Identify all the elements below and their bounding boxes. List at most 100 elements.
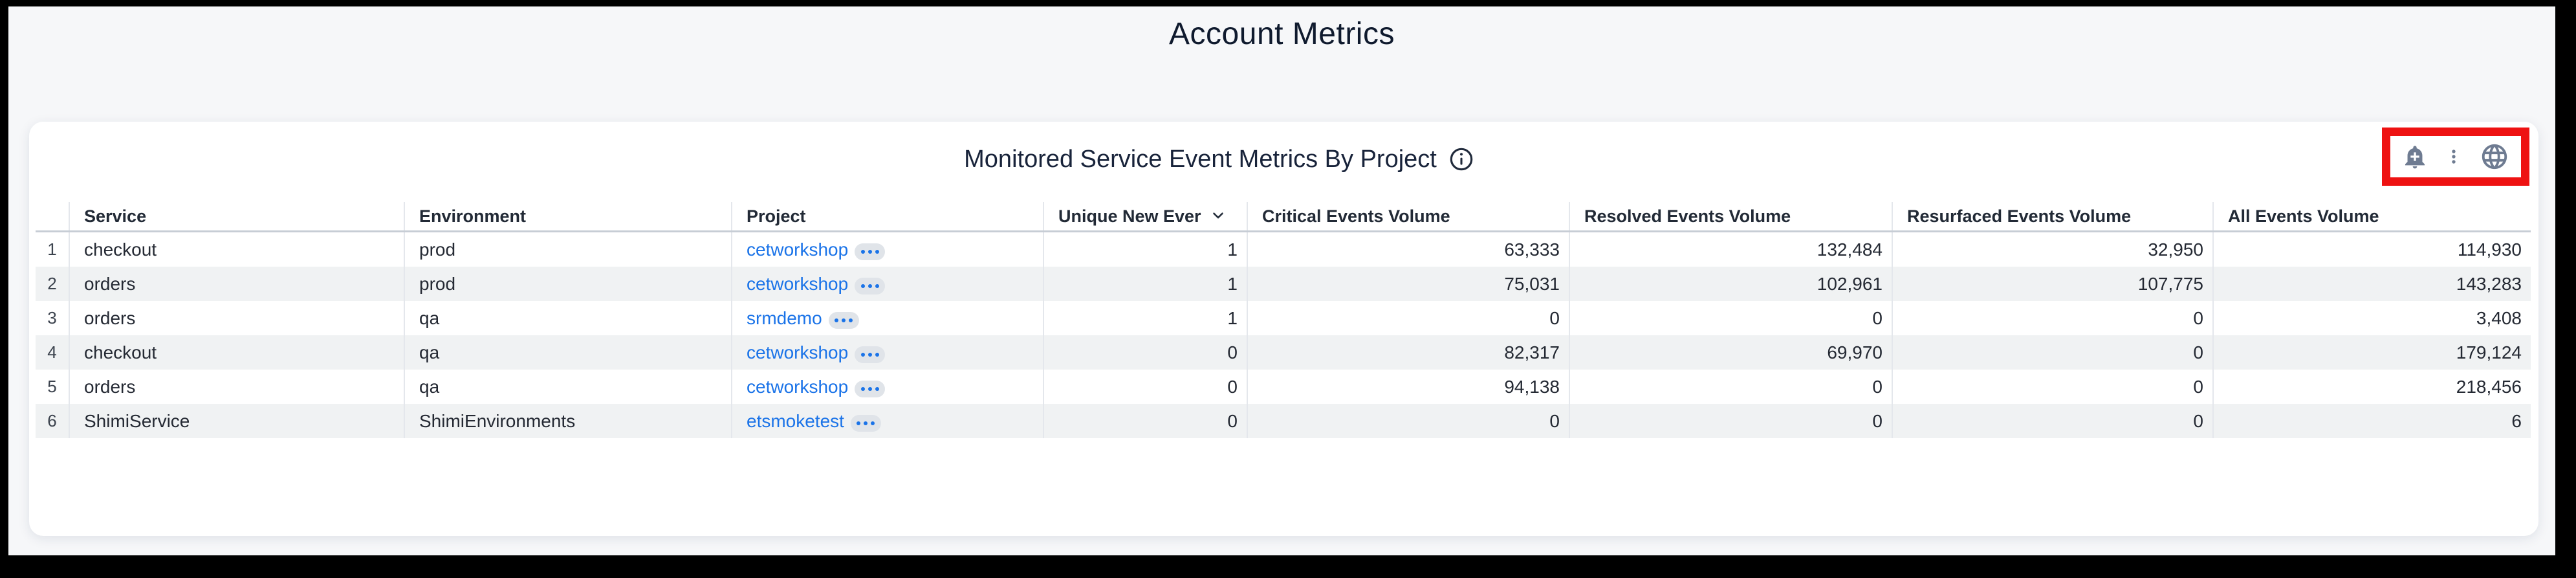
cell-unique: 1 xyxy=(1043,267,1247,301)
kebab-menu-icon[interactable] xyxy=(2443,146,2464,167)
cell-project: cetworkshop xyxy=(731,370,1043,404)
cell-critical: 94,138 xyxy=(1247,370,1569,404)
pill-dot xyxy=(860,386,865,391)
pill-dot xyxy=(871,421,875,425)
column-header-row-number xyxy=(36,202,69,232)
column-header-critical[interactable]: Critical Events Volume xyxy=(1247,202,1569,232)
cell-project: cetworkshop xyxy=(731,335,1043,370)
dashboard-page: Account Metrics Monitored Service Event … xyxy=(8,6,2555,555)
cell-resolved: 102,961 xyxy=(1569,267,1892,301)
column-header-all[interactable]: All Events Volume xyxy=(2212,202,2531,232)
row-number-cell: 2 xyxy=(47,274,57,293)
cell-service: checkout xyxy=(69,335,404,370)
cell-resurfaced: 0 xyxy=(1892,370,2213,404)
cell-critical: 75,031 xyxy=(1247,267,1569,301)
cell-critical: 0 xyxy=(1247,301,1569,335)
pill-dot xyxy=(868,352,872,357)
row-number-cell: 1 xyxy=(47,239,57,259)
panel-title: Monitored Service Event Metrics By Proje… xyxy=(964,145,1437,173)
panel-card: Monitored Service Event Metrics By Proje… xyxy=(29,122,2538,536)
pill-dot xyxy=(864,421,868,425)
table-row: 3 orders qa srmdemo 1 0 0 0 3,408 xyxy=(36,301,2531,335)
cell-unique: 1 xyxy=(1043,231,1247,267)
cell-critical: 82,317 xyxy=(1247,335,1569,370)
cell-resolved: 69,970 xyxy=(1569,335,1892,370)
pill-dot xyxy=(860,249,865,254)
info-icon[interactable] xyxy=(1448,146,1474,172)
cell-all: 218,456 xyxy=(2212,370,2531,404)
cell-all: 143,283 xyxy=(2212,267,2531,301)
cell-service: orders xyxy=(69,301,404,335)
row-number-cell: 3 xyxy=(47,308,57,328)
cell-environment: prod xyxy=(404,267,732,301)
cell-all: 6 xyxy=(2212,404,2531,438)
pill-dot xyxy=(875,249,879,254)
globe-icon[interactable] xyxy=(2480,142,2509,172)
pill-dot xyxy=(868,283,872,288)
column-header-unique[interactable]: Unique New Ever xyxy=(1043,202,1247,232)
column-header-service[interactable]: Service xyxy=(69,202,404,232)
pill-dot xyxy=(857,421,861,425)
project-link[interactable]: cetworkshop xyxy=(747,273,849,294)
cell-resolved: 132,484 xyxy=(1569,231,1892,267)
pill-dot xyxy=(849,318,853,322)
cell-project: srmdemo xyxy=(731,301,1043,335)
cell-all: 179,124 xyxy=(2212,335,2531,370)
row-number-cell: 6 xyxy=(47,411,57,430)
cell-resolved: 0 xyxy=(1569,370,1892,404)
panel-header: Monitored Service Event Metrics By Proje… xyxy=(29,139,2409,180)
project-link[interactable]: cetworkshop xyxy=(747,342,849,362)
cell-all: 3,408 xyxy=(2212,301,2531,335)
project-more-actions-pill[interactable] xyxy=(855,346,886,363)
cell-service: checkout xyxy=(69,231,404,267)
pill-dot xyxy=(868,249,872,254)
cell-environment: qa xyxy=(404,370,732,404)
table-row: 1 checkout prod cetworkshop 1 63,333 132,484 32… xyxy=(36,231,2531,267)
project-more-actions-pill[interactable] xyxy=(850,414,881,432)
metrics-table: Service Environment Project Unique New Ever… xyxy=(36,202,2531,438)
cell-critical: 0 xyxy=(1247,404,1569,438)
column-header-resurfaced[interactable]: Resurfaced Events Volume xyxy=(1892,202,2213,232)
project-more-actions-pill[interactable] xyxy=(855,243,886,260)
cell-environment: qa xyxy=(404,335,732,370)
row-number-cell: 4 xyxy=(47,342,57,362)
cell-service: orders xyxy=(69,267,404,301)
row-number-cell: 5 xyxy=(47,377,57,396)
cell-unique: 0 xyxy=(1043,370,1247,404)
cell-unique: 0 xyxy=(1043,404,1247,438)
table-row: 2 orders prod cetworkshop 1 75,031 102,961 107,… xyxy=(36,267,2531,301)
cell-unique: 0 xyxy=(1043,335,1247,370)
cell-project: etsmoketest xyxy=(731,404,1043,438)
cell-all: 114,930 xyxy=(2212,231,2531,267)
project-more-actions-pill[interactable] xyxy=(828,311,859,329)
add-alert-icon[interactable] xyxy=(2402,144,2428,170)
pill-dot xyxy=(835,318,839,322)
column-header-project[interactable]: Project xyxy=(731,202,1043,232)
sort-desc-icon xyxy=(1212,212,1223,218)
pill-dot xyxy=(875,283,879,288)
annotation-highlight-box xyxy=(2382,128,2529,186)
pill-dot xyxy=(860,283,865,288)
cell-resurfaced: 0 xyxy=(1892,404,2213,438)
cell-resurfaced: 0 xyxy=(1892,301,2213,335)
pill-dot xyxy=(875,352,879,357)
cell-resurfaced: 107,775 xyxy=(1892,267,2213,301)
cell-unique: 1 xyxy=(1043,301,1247,335)
cell-resurfaced: 0 xyxy=(1892,335,2213,370)
project-more-actions-pill[interactable] xyxy=(855,380,886,397)
project-link[interactable]: cetworkshop xyxy=(747,376,849,397)
project-link[interactable]: srmdemo xyxy=(747,307,822,328)
table-row: 5 orders qa cetworkshop 0 94,138 0 0 218,456 xyxy=(36,370,2531,404)
pill-dot xyxy=(860,352,865,357)
column-header-resolved[interactable]: Resolved Events Volume xyxy=(1569,202,1892,232)
cell-environment: qa xyxy=(404,301,732,335)
project-link[interactable]: cetworkshop xyxy=(747,239,849,260)
column-header-environment[interactable]: Environment xyxy=(404,202,732,232)
cell-resolved: 0 xyxy=(1569,301,1892,335)
table-row: 6 ShimiService ShimiEnvironments etsmoketes… xyxy=(36,404,2531,438)
page-title: Account Metrics xyxy=(1169,17,1395,51)
cell-project: cetworkshop xyxy=(731,267,1043,301)
project-more-actions-pill[interactable] xyxy=(855,277,886,295)
project-link[interactable]: etsmoketest xyxy=(747,410,844,431)
pill-dot xyxy=(875,386,879,391)
